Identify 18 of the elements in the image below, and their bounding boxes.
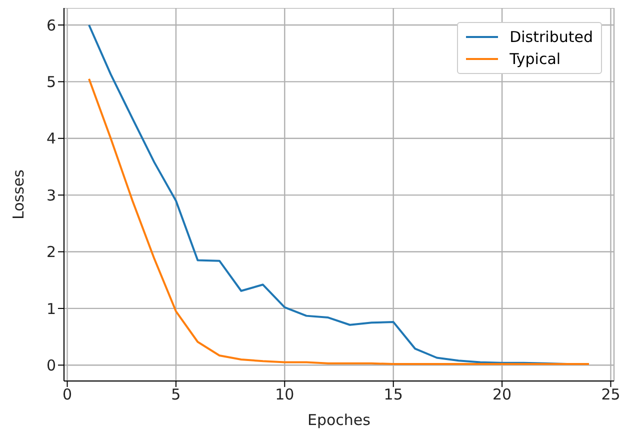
x-tick-label: 0 bbox=[62, 386, 72, 404]
x-axis-title: Epoches bbox=[308, 411, 371, 429]
x-tick-label: 20 bbox=[492, 386, 512, 404]
legend-label: Typical bbox=[510, 49, 561, 70]
y-tick-label: 5 bbox=[46, 73, 56, 92]
y-tick-label: 0 bbox=[46, 356, 56, 374]
x-tick-label: 10 bbox=[275, 386, 294, 404]
y-tick-label: 1 bbox=[46, 300, 56, 318]
x-tick-label: 25 bbox=[601, 386, 620, 404]
y-axis-title: Losses bbox=[9, 169, 28, 220]
x-tick-label: 5 bbox=[171, 386, 181, 404]
y-tick-label: 4 bbox=[46, 130, 56, 148]
y-tick-label: 2 bbox=[46, 243, 56, 262]
legend-label: Distributed bbox=[510, 27, 593, 48]
x-tick-label: 15 bbox=[384, 386, 403, 404]
line-series bbox=[88, 78, 590, 365]
y-tick-label: 6 bbox=[46, 16, 56, 34]
y-tick-label: 3 bbox=[46, 186, 56, 204]
